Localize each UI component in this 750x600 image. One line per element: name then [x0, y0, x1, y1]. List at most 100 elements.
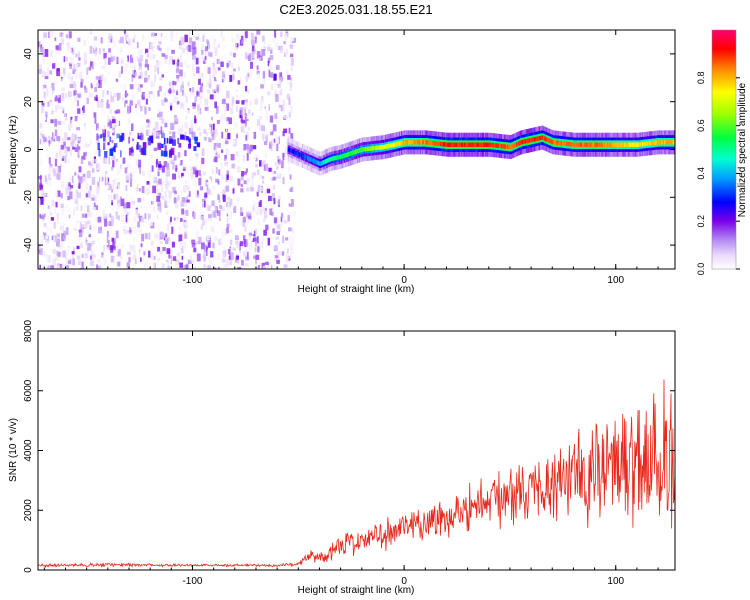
spectrogram-cell [122, 244, 126, 250]
spectrogram-cell [261, 130, 265, 136]
spectrogram-cell [191, 239, 195, 245]
spectrogram-ridge-cell [433, 141, 435, 146]
spectrogram-cell [122, 110, 127, 116]
spectrogram-cell [206, 106, 209, 111]
spectrogram-cell [220, 61, 224, 67]
spectrogram-cell [208, 81, 212, 89]
spectrogram-ridge-cell [437, 141, 439, 146]
spectrogram-cell [126, 202, 131, 209]
spectrogram-cell [222, 92, 225, 97]
spectrogram-cell [107, 142, 110, 146]
spectrogram-cell [125, 184, 128, 191]
spectrogram-cell [261, 178, 265, 182]
spectrogram-cell [224, 186, 226, 194]
spectrogram-cell [186, 161, 190, 166]
spectrogram-ridge-cell [545, 137, 548, 142]
spectrogram-ridge-cell [560, 141, 562, 146]
spectrogram-cell [284, 99, 287, 107]
spectrogram-cell [162, 92, 167, 97]
spectrogram-cell [213, 134, 216, 140]
spectrogram-cell [180, 53, 182, 60]
spectrogram-cell [77, 117, 80, 123]
spectrogram-cell [126, 36, 129, 42]
spectrogram-cell [258, 197, 260, 202]
spectrogram-cell [148, 181, 151, 188]
spectrogram-cell [135, 72, 139, 79]
spectrogram-cell [91, 56, 95, 62]
x-tick-label: 0 [401, 576, 407, 587]
spectrogram-cell [157, 257, 160, 261]
spectrogram-ridge-cell [403, 140, 405, 145]
spectrogram-cell [219, 36, 223, 43]
spectrogram-cell [180, 62, 184, 67]
spectrogram-cell [270, 177, 273, 181]
spectrogram-cell [142, 66, 145, 70]
spectrogram-cell [86, 164, 89, 168]
spectrogram-cell [83, 177, 87, 184]
spectrogram-ridge-cell [487, 142, 490, 147]
spectrogram-cell [232, 187, 235, 194]
spectrogram-cell [65, 260, 68, 268]
spectrogram-cell [244, 239, 248, 248]
spectrogram-cell [135, 223, 139, 227]
spectrogram-cell [85, 239, 89, 246]
spectrogram-cell [290, 133, 294, 140]
spectrogram-cell [267, 267, 270, 269]
spectrogram-cell [50, 102, 53, 110]
spectrogram-cell [124, 195, 127, 202]
spectrogram-cell [109, 221, 112, 226]
spectrogram-ridge-cell [521, 140, 523, 145]
spectrogram-cell [64, 261, 66, 265]
spectrogram-cell [135, 209, 139, 215]
spectrogram-cell [65, 227, 69, 236]
spectrogram-cell [274, 239, 279, 245]
spectrogram-cell [107, 39, 110, 45]
spectrogram-cell [78, 229, 82, 233]
spectrogram-ridge-cell [598, 142, 600, 147]
spectrogram-ridge-cell [461, 142, 463, 147]
spectrogram-cell [226, 174, 229, 180]
spectrogram-cell [57, 94, 61, 101]
spectrogram-cell [125, 99, 128, 104]
spectrogram-ridge-cell [337, 155, 339, 160]
spectrogram-cell [134, 176, 139, 184]
spectrogram-cell [176, 97, 179, 101]
spectrogram-cell [107, 268, 111, 269]
spectrogram-cell [170, 147, 175, 155]
spectrogram-cell [156, 159, 158, 167]
spectrogram-ridge-cell [423, 140, 425, 145]
spectrogram-cell [286, 116, 291, 122]
spectrogram-cell [215, 41, 219, 48]
colorbar-tick-label: 0.0 [696, 263, 706, 276]
spectrogram-cell [273, 73, 277, 81]
spectrogram-ridge-cell [536, 136, 538, 141]
spectrogram-ridge-cell [312, 158, 315, 163]
spectrogram-cell [278, 127, 281, 132]
spectrogram-cell [219, 222, 222, 231]
spectrogram-cell [178, 143, 182, 148]
spectrogram-cell [216, 150, 221, 159]
spectrogram-ridge-cell [412, 140, 415, 145]
spectrogram-cell [276, 166, 279, 170]
spectrogram-cell [215, 146, 220, 153]
spectrogram-ridge-cell [672, 140, 675, 145]
spectrogram-cell [84, 87, 88, 93]
spectrogram-cell [39, 197, 44, 205]
spectrogram-cell [246, 126, 250, 131]
spectrogram-cell [107, 41, 112, 49]
spectrogram-cell [116, 133, 121, 139]
spectrogram-cell [257, 73, 261, 80]
spectrogram-ridge-cell [329, 157, 332, 162]
spectrogram-cell [97, 142, 100, 150]
spectrogram-cell [150, 232, 154, 239]
spectrogram-ridge-cell [372, 146, 375, 151]
spectrogram-cell [59, 163, 62, 168]
spectrogram-cell [245, 70, 248, 79]
spectrogram-cell [259, 167, 264, 173]
spectrogram-cell [231, 98, 234, 107]
spectrogram-ridge-cell [637, 142, 639, 147]
spectrogram-cell [89, 92, 93, 98]
spectrogram-cell [252, 230, 254, 235]
spectrogram-cell [246, 153, 249, 161]
spectrogram-cell [135, 103, 137, 108]
